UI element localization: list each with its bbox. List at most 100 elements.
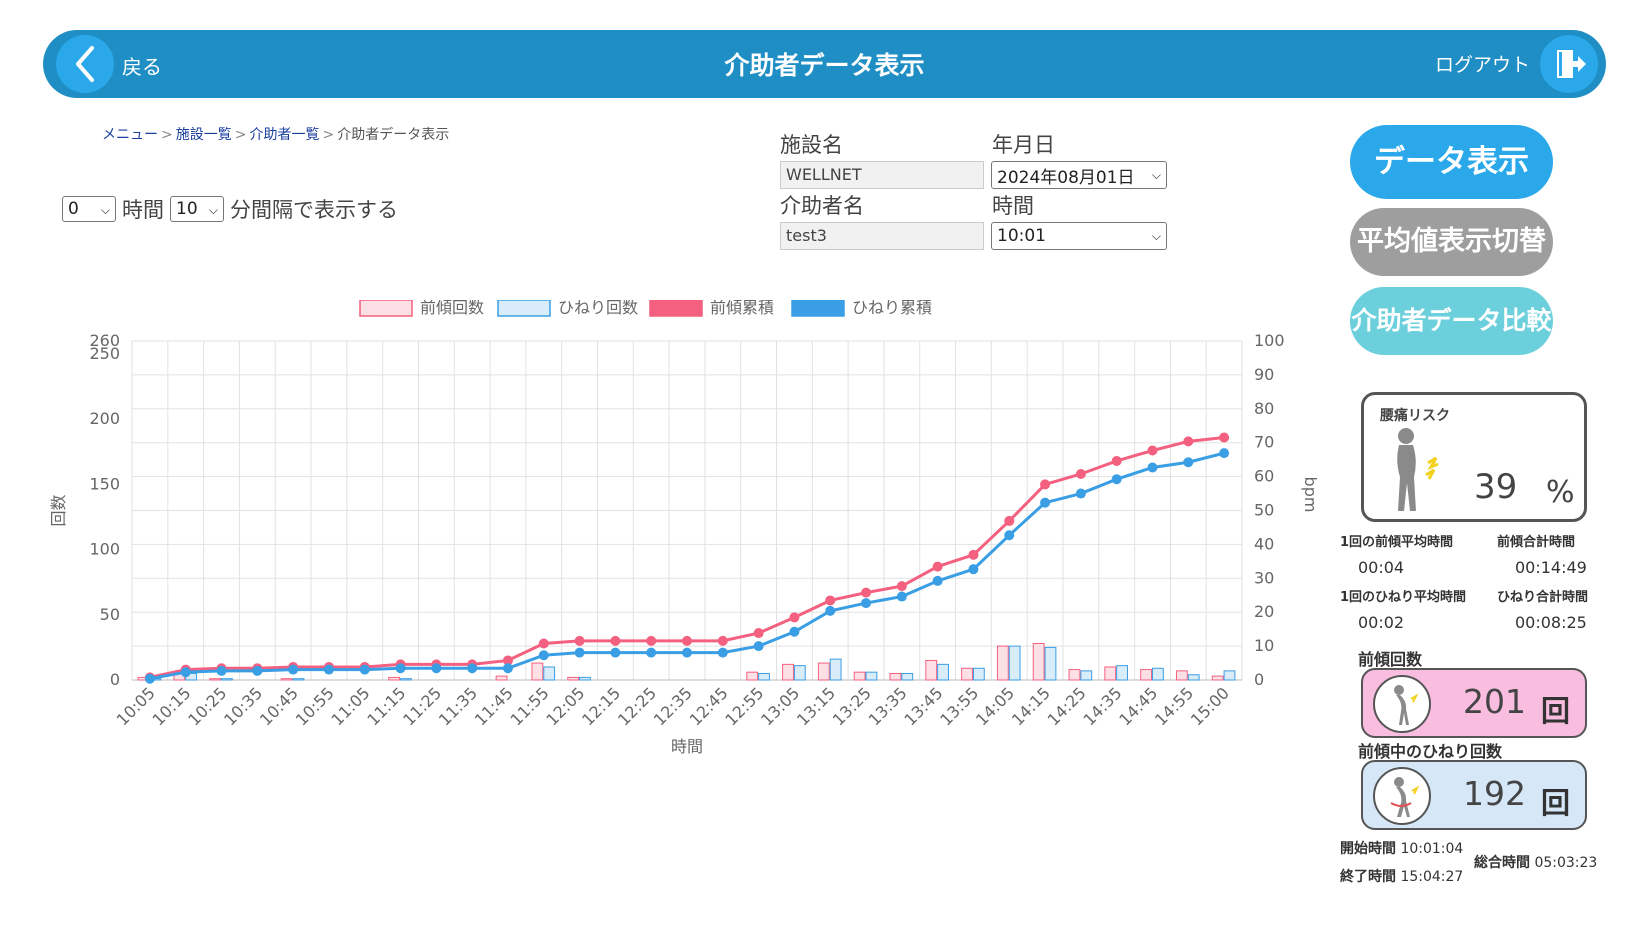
data-point [1004, 515, 1015, 526]
y-tick-label: 200 [89, 409, 120, 428]
date-select-value: 2024年08月01日 [997, 167, 1135, 188]
breadcrumb-caregiver-list[interactable]: 介助者一覧 [249, 127, 320, 143]
bar [829, 658, 842, 681]
data-point [1111, 455, 1122, 466]
caregiver-label: 介助者名 [780, 194, 864, 218]
y2-tick-label: 70 [1254, 433, 1274, 452]
time-select-value: 10:01 [997, 226, 1046, 246]
data-point [968, 549, 979, 560]
bar [1080, 670, 1093, 681]
facility-field[interactable]: WELLNET [780, 161, 984, 189]
data-point [753, 628, 764, 639]
data-point [288, 664, 299, 675]
risk-unit: % [1546, 475, 1575, 510]
data-point [610, 647, 621, 658]
bar [1151, 667, 1164, 681]
data-point [216, 665, 227, 676]
bar [972, 667, 985, 681]
x-tick-label: 14:55 [1151, 683, 1197, 729]
show-data-button[interactable]: データ表示 [1350, 125, 1553, 199]
back-button[interactable] [56, 35, 114, 93]
bar [746, 671, 759, 681]
time-select[interactable]: 10:01 ⌵ [991, 222, 1167, 250]
toggle-average-button[interactable]: 平均値表示切替 [1350, 208, 1553, 276]
y-tick-label: 100 [89, 540, 120, 559]
data-point [1075, 488, 1086, 499]
bar [1032, 642, 1045, 681]
data-point [359, 664, 370, 675]
time-label: 時間 [992, 194, 1034, 218]
data-point [682, 635, 692, 646]
hours-label: 時間 [122, 198, 164, 222]
date-select[interactable]: 2024年08月01日 ⌵ [991, 161, 1167, 189]
bar [292, 678, 305, 681]
y-tick-label: 0 [110, 670, 120, 689]
bar [1068, 669, 1081, 681]
legend-swatch [497, 300, 551, 317]
y2-tick-label: 10 [1254, 636, 1274, 655]
start-time-value: 10:01:04 [1400, 841, 1464, 857]
x-tick-label: 14:35 [1079, 683, 1125, 729]
data-point [252, 665, 263, 676]
x-tick-label: 13:35 [865, 683, 911, 729]
y-axis-title: 回数 [49, 494, 68, 526]
chevron-down-icon: ⌵ [208, 203, 218, 217]
twist-total-time-label: ひねり合計時間 [1497, 590, 1589, 605]
bar [579, 676, 591, 681]
breadcrumb: メニュー > 施設一覧 > 介助者一覧 > 介助者データ表示 [102, 124, 449, 144]
data-point [789, 626, 800, 637]
x-tick-label: 14:05 [972, 683, 1018, 729]
data-point [968, 564, 979, 575]
x-tick-label: 14:15 [1008, 683, 1054, 729]
bar [221, 678, 233, 681]
data-point [144, 673, 155, 684]
x-tick-label: 13:45 [900, 683, 946, 729]
legend-label: ひねり累積 [852, 300, 932, 317]
data-point [610, 635, 621, 646]
person-bending-icon [1373, 675, 1431, 733]
bar [961, 667, 973, 681]
y2-tick-label: 80 [1254, 399, 1274, 418]
data-point [1219, 448, 1230, 459]
logout-button[interactable] [1540, 35, 1598, 93]
logout-icon [1557, 50, 1586, 78]
chevron-down-icon: ⌵ [1151, 229, 1161, 243]
breadcrumb-facility-list[interactable]: 施設一覧 [175, 127, 232, 143]
x-tick-label: 14:45 [1115, 683, 1161, 729]
twist-count-value: 192 [1463, 774, 1526, 813]
x-tick-label: 12:55 [721, 683, 767, 729]
bar [853, 671, 866, 681]
total-time: 総合時間 05:03:23 [1474, 852, 1597, 872]
y-tick-label: 260 [89, 331, 120, 350]
chevron-down-icon: ⌵ [1151, 168, 1161, 182]
y2-tick-label: 60 [1254, 467, 1274, 486]
y2-tick-label: 0 [1254, 670, 1264, 689]
caregiver-field[interactable]: test3 [780, 222, 984, 250]
interval-selector: 0 ⌵ 時間 10 ⌵ 分間隔で表示する [62, 194, 398, 224]
data-point [323, 664, 334, 675]
x-tick-label: 12:15 [578, 683, 624, 729]
compare-button[interactable]: 介助者データ比較 [1350, 287, 1553, 355]
breadcrumb-current: 介助者データ表示 [337, 127, 450, 143]
start-time: 開始時間 10:01:04 [1340, 838, 1463, 858]
data-point [861, 587, 872, 598]
hours-select-value: 0 [68, 199, 79, 219]
facility-label: 施設名 [780, 133, 843, 157]
twist-avg-time-value: 00:02 [1358, 613, 1405, 632]
hours-select[interactable]: 0 ⌵ [62, 196, 116, 222]
twist-count-card: 192 回 [1361, 760, 1587, 830]
minutes-select[interactable]: 10 ⌵ [170, 196, 224, 222]
x-tick-label: 10:45 [256, 683, 302, 729]
x-tick-label: 15:00 [1187, 683, 1233, 729]
risk-label: 腰痛リスク [1380, 408, 1450, 424]
back-label[interactable]: 戻る [122, 55, 162, 79]
data-point [682, 647, 692, 658]
breadcrumb-menu[interactable]: メニュー [102, 127, 158, 143]
twist-count-unit: 回 [1541, 786, 1571, 820]
bar [1211, 675, 1224, 681]
bar [1104, 666, 1117, 681]
bar [925, 659, 938, 681]
risk-value: 39 [1474, 467, 1518, 507]
logout-label[interactable]: ログアウト [1434, 54, 1530, 76]
bar [1116, 665, 1128, 681]
